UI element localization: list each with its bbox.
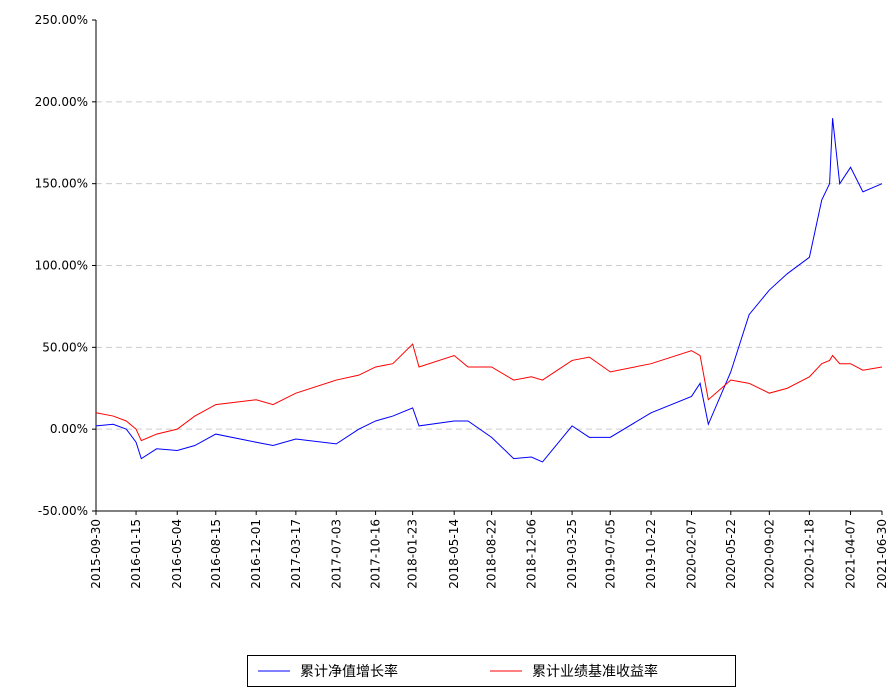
legend-label: 累计净值增长率	[300, 663, 398, 680]
x-tick-label: 2020-05-22	[724, 519, 738, 589]
x-tick-label: 2017-03-17	[289, 519, 303, 589]
y-tick-label: -50.00%	[38, 504, 88, 518]
x-tick-label: 2015-09-30	[89, 519, 103, 589]
x-tick-label: 2019-03-25	[565, 519, 579, 589]
series-line	[95, 343, 883, 442]
y-tick-label: 0.00%	[50, 422, 88, 436]
x-tick-label: 2021-04-07	[844, 519, 858, 589]
x-tick-label: 2020-09-02	[762, 519, 776, 589]
x-tick-label: 2019-10-22	[644, 519, 658, 589]
x-tick-label: 2021-06-30	[875, 519, 889, 589]
x-tick-label: 2016-05-04	[170, 519, 184, 589]
legend-label: 累计业绩基准收益率	[532, 663, 658, 680]
x-tick-label: 2018-01-23	[406, 519, 420, 589]
y-tick-label: 100.00%	[35, 259, 88, 273]
series-line	[95, 118, 883, 463]
x-tick-label: 2020-12-18	[802, 519, 816, 589]
x-tick-label: 2020-02-07	[684, 519, 698, 589]
x-tick-label: 2016-08-15	[209, 519, 223, 589]
x-tick-label: 2018-08-22	[485, 519, 499, 589]
x-tick-label: 2018-12-06	[524, 519, 538, 589]
x-tick-label: 2018-05-14	[447, 519, 461, 589]
y-tick-label: 150.00%	[35, 177, 88, 191]
x-tick-label: 2016-12-01	[249, 519, 263, 589]
y-tick-label: 250.00%	[35, 13, 88, 27]
y-tick-label: 50.00%	[42, 340, 88, 354]
x-tick-label: 2017-10-16	[369, 519, 383, 589]
x-tick-label: 2017-07-03	[329, 519, 343, 589]
y-tick-label: 200.00%	[35, 95, 88, 109]
x-tick-label: 2016-01-15	[129, 519, 143, 589]
x-tick-label: 2019-07-05	[603, 519, 617, 589]
